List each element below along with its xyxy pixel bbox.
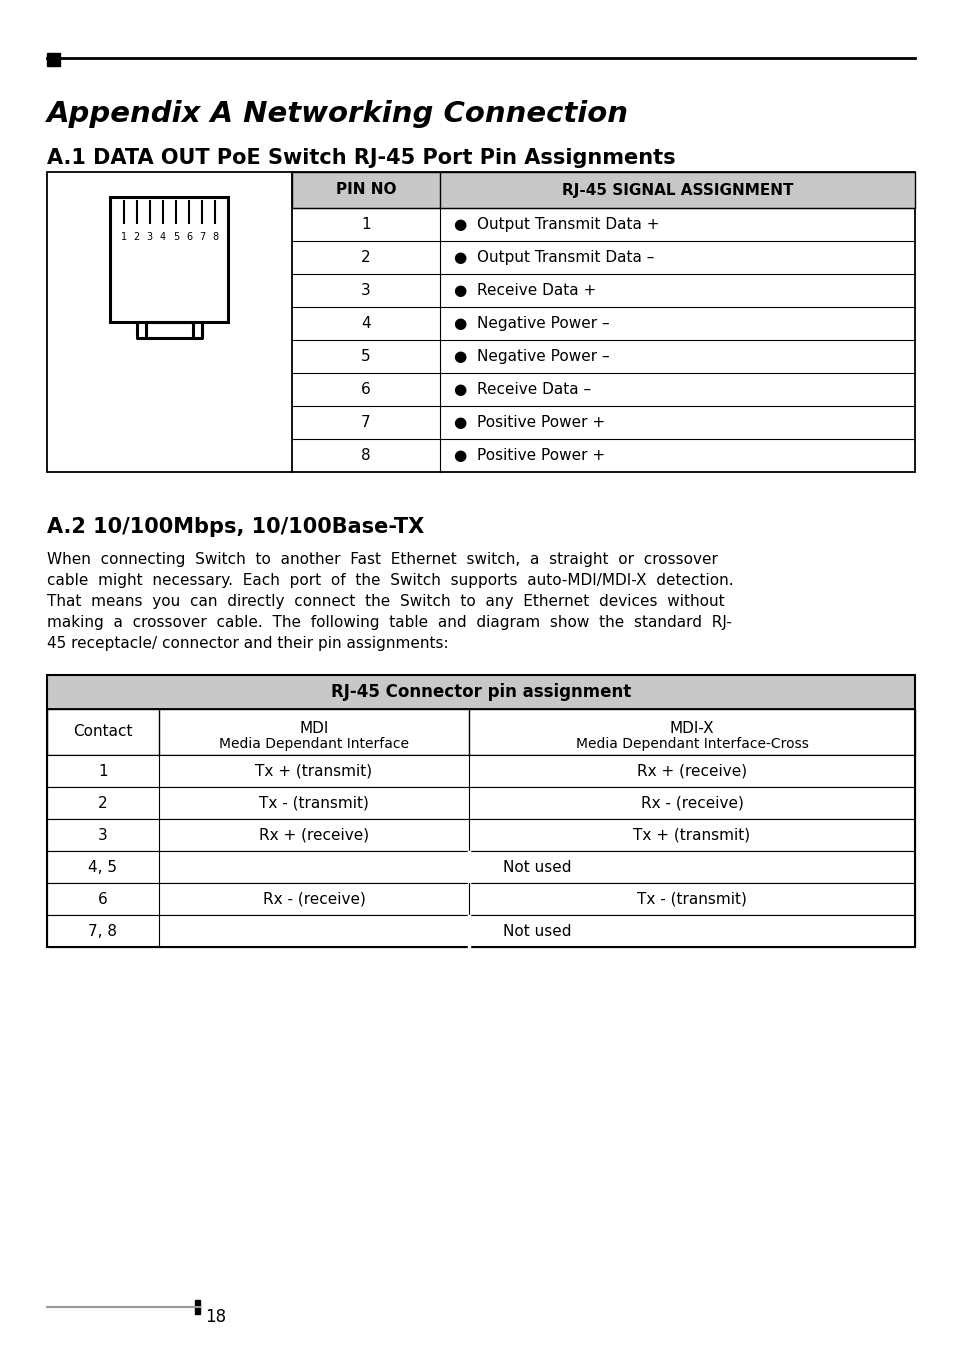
Text: ●  Negative Power –: ● Negative Power – (454, 315, 609, 330)
Text: Tx + (transmit): Tx + (transmit) (255, 764, 373, 779)
Text: 1: 1 (120, 232, 127, 242)
Text: Media Dependant Interface-Cross: Media Dependant Interface-Cross (575, 737, 807, 751)
Text: 2: 2 (361, 250, 371, 265)
Bar (47, 709, 914, 756)
Text: RJ-45 Connector pin assignment: RJ-45 Connector pin assignment (331, 682, 631, 701)
Text: That  means  you  can  directly  connect  the  Switch  to  any  Ethernet  device: That means you can directly connect the … (47, 594, 724, 609)
Text: ●  Receive Data –: ● Receive Data – (454, 382, 591, 397)
Bar (292, 172, 914, 209)
Text: When  connecting  Switch  to  another  Fast  Ethernet  switch,  a  straight  or : When connecting Switch to another Fast E… (47, 552, 717, 567)
Bar (47, 676, 914, 709)
Bar (47, 676, 914, 946)
Text: Tx - (transmit): Tx - (transmit) (259, 796, 369, 811)
Text: cable  might  necessary.  Each  port  of  the  Switch  supports  auto-MDI/MDI-X : cable might necessary. Each port of the … (47, 573, 733, 588)
Text: 7, 8: 7, 8 (89, 923, 117, 938)
Text: 8: 8 (213, 232, 218, 242)
Text: 3: 3 (98, 827, 108, 842)
Text: Not used: Not used (502, 923, 571, 938)
Bar (47, 915, 914, 946)
Bar (47, 756, 914, 787)
Bar (146, 322, 193, 338)
Text: ●  Negative Power –: ● Negative Power – (454, 349, 609, 364)
Bar (111, 196, 229, 322)
Text: 7: 7 (199, 232, 205, 242)
Text: 6: 6 (186, 232, 192, 242)
Text: A.2 10/100Mbps, 10/100Base-TX: A.2 10/100Mbps, 10/100Base-TX (47, 517, 424, 538)
Text: ●  Output Transmit Data –: ● Output Transmit Data – (454, 250, 654, 265)
Text: Rx - (receive): Rx - (receive) (639, 796, 742, 811)
Text: A.1 DATA OUT PoE Switch RJ-45 Port Pin Assignments: A.1 DATA OUT PoE Switch RJ-45 Port Pin A… (47, 148, 675, 168)
Text: 7: 7 (361, 414, 371, 431)
Text: 3: 3 (361, 283, 371, 298)
Text: 6: 6 (361, 382, 371, 397)
Text: 2: 2 (98, 796, 108, 811)
Text: ●  Positive Power +: ● Positive Power + (454, 448, 604, 463)
Text: 1: 1 (361, 217, 371, 232)
Text: 6: 6 (98, 891, 108, 906)
Text: 18: 18 (205, 1308, 226, 1326)
Bar (47, 53, 60, 66)
Text: Rx - (receive): Rx - (receive) (262, 891, 365, 906)
Bar (47, 787, 914, 819)
Bar (47, 852, 914, 883)
Bar (47, 172, 914, 473)
Text: 1: 1 (98, 764, 108, 779)
Text: 4: 4 (361, 315, 371, 330)
Bar (47, 819, 914, 852)
Text: MDI: MDI (299, 720, 329, 737)
Text: ●  Positive Power +: ● Positive Power + (454, 414, 604, 431)
Text: PIN NO: PIN NO (335, 183, 395, 198)
Text: 8: 8 (361, 448, 371, 463)
Text: ●  Receive Data +: ● Receive Data + (454, 283, 596, 298)
Text: Rx + (receive): Rx + (receive) (637, 764, 746, 779)
Text: ●  Output Transmit Data +: ● Output Transmit Data + (454, 217, 659, 232)
Text: 4: 4 (160, 232, 166, 242)
Bar (47, 883, 914, 915)
Text: 5: 5 (172, 232, 179, 242)
Text: 4, 5: 4, 5 (89, 860, 117, 875)
Text: 2: 2 (133, 232, 140, 242)
Text: 3: 3 (147, 232, 152, 242)
Text: Tx + (transmit): Tx + (transmit) (633, 827, 750, 842)
Bar (194, 1300, 200, 1313)
Text: Rx + (receive): Rx + (receive) (258, 827, 369, 842)
Text: 5: 5 (361, 349, 371, 364)
Text: Media Dependant Interface: Media Dependant Interface (219, 737, 409, 751)
Text: MDI-X: MDI-X (669, 720, 714, 737)
Text: 45 receptacle/ connector and their pin assignments:: 45 receptacle/ connector and their pin a… (47, 636, 448, 651)
Text: Appendix A Networking Connection: Appendix A Networking Connection (47, 100, 628, 129)
Text: making  a  crossover  cable.  The  following  table  and  diagram  show  the  st: making a crossover cable. The following … (47, 615, 731, 630)
Text: Contact: Contact (73, 724, 132, 739)
Text: Tx - (transmit): Tx - (transmit) (637, 891, 746, 906)
Text: Not used: Not used (502, 860, 571, 875)
Text: RJ-45 SIGNAL ASSIGNMENT: RJ-45 SIGNAL ASSIGNMENT (561, 183, 792, 198)
